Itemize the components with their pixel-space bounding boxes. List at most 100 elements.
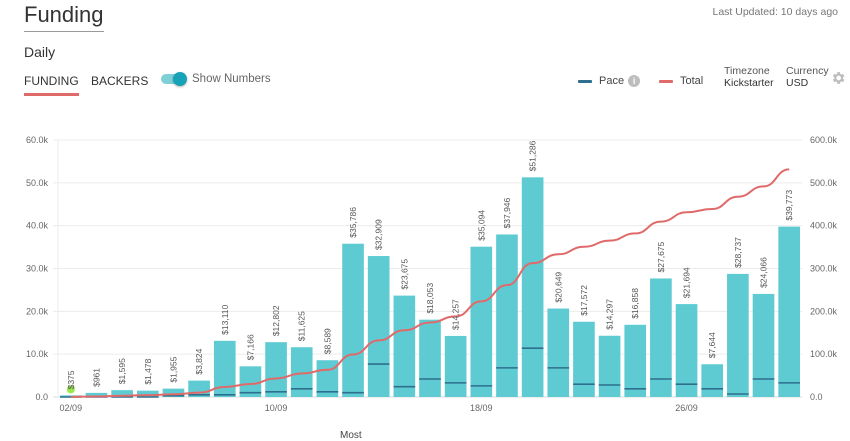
bar-value-label: $7,644 xyxy=(707,332,717,358)
x-tick-label: 26/09 xyxy=(675,403,698,413)
bar-value-label: $1,478 xyxy=(143,358,153,384)
y-tick-label: 0.0 xyxy=(35,392,48,402)
bar-value-label: $23,675 xyxy=(399,259,409,290)
y2-tick-label: 0.0 xyxy=(810,392,823,402)
bar[interactable] xyxy=(111,390,133,397)
bar-value-label: $16,858 xyxy=(630,288,640,319)
currency-label: Currency xyxy=(786,65,829,77)
currency-setting[interactable]: Currency USD xyxy=(786,65,829,89)
bar-value-label: $11,625 xyxy=(297,311,307,341)
total-swatch xyxy=(659,79,673,83)
bar[interactable] xyxy=(162,388,185,397)
bar[interactable] xyxy=(675,304,698,397)
bar[interactable] xyxy=(393,295,416,397)
bar[interactable] xyxy=(496,234,518,397)
total-line xyxy=(70,168,790,398)
pace-swatch xyxy=(578,79,592,83)
bar[interactable] xyxy=(342,243,364,397)
x-axis: 02/09 10/09 18/09 26/09 xyxy=(60,403,698,413)
bar-value-label: $18,053 xyxy=(425,283,435,314)
bar[interactable] xyxy=(419,319,441,397)
y2-tick-label: 600.0k xyxy=(810,135,838,145)
bar[interactable] xyxy=(470,246,493,397)
bar[interactable] xyxy=(290,347,313,397)
y-tick-label: 10.0k xyxy=(26,349,49,359)
x-tick-label: 02/09 xyxy=(60,403,83,413)
show-numbers-toggle[interactable] xyxy=(161,72,187,86)
y-tick-label: 60.0k xyxy=(26,135,49,145)
bar-value-label: $24,066 xyxy=(759,257,769,288)
highlight-dot[interactable] xyxy=(66,385,75,394)
y2-tick-label: 500.0k xyxy=(810,178,838,188)
bar-labels: $375 $961 $1,595 $1,478 $1,955 $3,824 $13,110 $… xyxy=(66,140,794,389)
y-tick-label: 20.0k xyxy=(26,306,49,316)
info-icon[interactable]: i xyxy=(628,75,641,88)
y-axis-left: 0.0 10.0k 20.0k 30.0k 40.0k 50.0k 60.0k xyxy=(26,135,49,402)
y-tick-label: 30.0k xyxy=(26,264,49,274)
partial-footer-text: Most xyxy=(340,430,362,441)
bar[interactable] xyxy=(727,273,749,397)
bar-value-label: $14,257 xyxy=(451,299,461,330)
x-tick-label: 18/09 xyxy=(470,403,493,413)
y2-tick-label: 400.0k xyxy=(810,221,838,231)
bar-value-label: $35,786 xyxy=(348,207,358,238)
legend-pace[interactable]: Pace i xyxy=(578,75,641,88)
gear-icon[interactable] xyxy=(830,70,846,86)
bar-value-label: $1,595 xyxy=(117,358,127,384)
bar[interactable] xyxy=(778,226,800,397)
bar-value-label: $51,286 xyxy=(528,140,538,171)
period-label: Daily xyxy=(24,44,56,60)
bar-value-label: $37,946 xyxy=(502,197,512,228)
y2-tick-label: 100.0k xyxy=(810,349,838,359)
y-tick-label: 50.0k xyxy=(26,178,49,188)
bar-value-label: $13,110 xyxy=(220,304,230,334)
bar[interactable] xyxy=(444,335,467,397)
bar[interactable] xyxy=(701,364,724,397)
timezone-label: Timezone xyxy=(724,65,770,77)
bar[interactable] xyxy=(136,390,159,397)
bar[interactable] xyxy=(85,392,108,397)
bar-value-label: $28,737 xyxy=(733,237,743,268)
legend-total[interactable]: Total xyxy=(659,75,703,87)
page-title: Funding xyxy=(24,2,104,32)
pace-markers xyxy=(60,347,800,398)
bar-value-label: $375 xyxy=(66,370,76,389)
y2-tick-label: 300.0k xyxy=(810,264,838,274)
bar[interactable] xyxy=(598,335,621,397)
bar[interactable] xyxy=(265,342,287,397)
bar-value-label: $35,094 xyxy=(476,210,486,241)
x-tick-label: 10/09 xyxy=(265,403,288,413)
tab-backers[interactable]: BACKERS xyxy=(91,74,149,88)
bar-value-label: $27,675 xyxy=(656,241,666,272)
total-line-group xyxy=(66,168,790,398)
currency-value: USD xyxy=(786,77,809,89)
show-numbers-label: Show Numbers xyxy=(192,73,271,85)
bar[interactable] xyxy=(752,293,775,397)
timezone-value: Kickstarter xyxy=(724,77,774,89)
bar-value-label: $8,589 xyxy=(322,328,332,354)
bar[interactable] xyxy=(624,324,647,397)
bar[interactable] xyxy=(650,278,672,397)
bar-value-label: $39,773 xyxy=(784,190,794,221)
bar[interactable] xyxy=(213,340,236,397)
y-tick-label: 40.0k xyxy=(26,221,49,231)
last-updated: Last Updated: 10 days ago xyxy=(712,6,838,18)
bar-value-label: $20,649 xyxy=(553,272,563,303)
bar[interactable] xyxy=(367,256,390,397)
tab-funding[interactable]: FUNDING xyxy=(24,74,79,96)
bar-value-label: $3,824 xyxy=(194,348,204,374)
bar-value-label: $14,297 xyxy=(605,299,615,330)
bar-value-label: $1,955 xyxy=(168,356,178,382)
bar[interactable] xyxy=(239,366,262,397)
y-axis-right: 0.0 100.0k 200.0k 300.0k 400.0k 500.0k 600.0k xyxy=(810,135,838,402)
bar-value-label: $21,694 xyxy=(682,267,692,298)
bar[interactable] xyxy=(547,308,570,397)
bar-value-label: $12,802 xyxy=(271,305,281,336)
bar[interactable] xyxy=(521,177,544,397)
timezone-setting[interactable]: Timezone Kickstarter xyxy=(724,65,774,89)
legend-total-label: Total xyxy=(680,75,704,87)
bar[interactable] xyxy=(573,321,595,397)
bar-value-label: $7,166 xyxy=(245,334,255,360)
bar-value-label: $961 xyxy=(91,368,101,387)
